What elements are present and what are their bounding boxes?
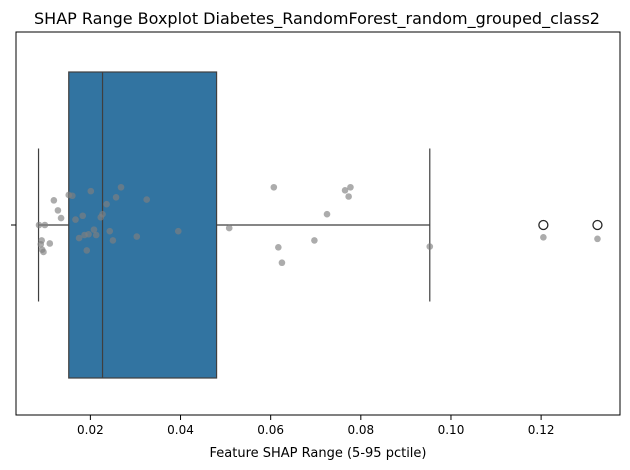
data-point — [311, 237, 318, 244]
x-tick-label: 0.10 — [438, 423, 465, 437]
chart-title: SHAP Range Boxplot Diabetes_RandomForest… — [34, 9, 600, 29]
data-point — [40, 248, 47, 256]
data-point — [341, 187, 349, 194]
data-point — [103, 200, 110, 208]
data-point — [79, 212, 87, 220]
x-tick-label: 0.08 — [347, 423, 374, 437]
data-point — [117, 183, 125, 191]
data-point — [540, 234, 547, 241]
data-point — [225, 224, 233, 232]
data-point — [75, 234, 83, 242]
plot-frame — [15, 31, 621, 416]
data-point — [347, 183, 354, 191]
x-axis-label: Feature SHAP Range (5-95 pctile) — [210, 446, 427, 461]
data-point — [57, 214, 65, 222]
data-point — [323, 210, 331, 218]
data-point — [106, 227, 114, 235]
x-tick-label: 0.02 — [77, 423, 104, 437]
data-point — [41, 221, 49, 229]
data-point — [72, 216, 79, 223]
outlier-point — [538, 219, 549, 231]
data-point — [69, 192, 76, 200]
data-point — [594, 235, 601, 243]
data-point — [143, 196, 151, 203]
x-tick-label: 0.06 — [257, 423, 284, 437]
data-point — [85, 230, 92, 238]
data-point — [270, 183, 278, 191]
data-point — [50, 197, 58, 204]
data-point — [46, 240, 54, 247]
data-point — [426, 243, 434, 250]
outlier-point — [592, 219, 603, 231]
data-point — [83, 247, 91, 254]
box-iqr — [68, 71, 218, 379]
chart-marks — [35, 71, 603, 379]
data-point — [345, 193, 352, 200]
data-point — [133, 233, 141, 240]
data-point — [275, 244, 282, 251]
data-point — [99, 210, 106, 218]
data-point — [87, 187, 95, 195]
plot-area — [11, 31, 621, 416]
data-point — [278, 259, 286, 267]
data-point — [35, 221, 43, 229]
data-point — [90, 226, 98, 233]
x-axis: 0.02 0.04 0.06 0.08 0.10 0.12 — [77, 415, 554, 437]
x-tick-label: 0.12 — [528, 423, 555, 437]
data-point — [112, 193, 120, 201]
data-point — [92, 231, 100, 239]
data-point — [109, 237, 117, 244]
data-point — [54, 207, 62, 214]
data-point — [38, 237, 45, 244]
data-point — [174, 227, 182, 235]
x-tick-label: 0.04 — [167, 423, 194, 437]
